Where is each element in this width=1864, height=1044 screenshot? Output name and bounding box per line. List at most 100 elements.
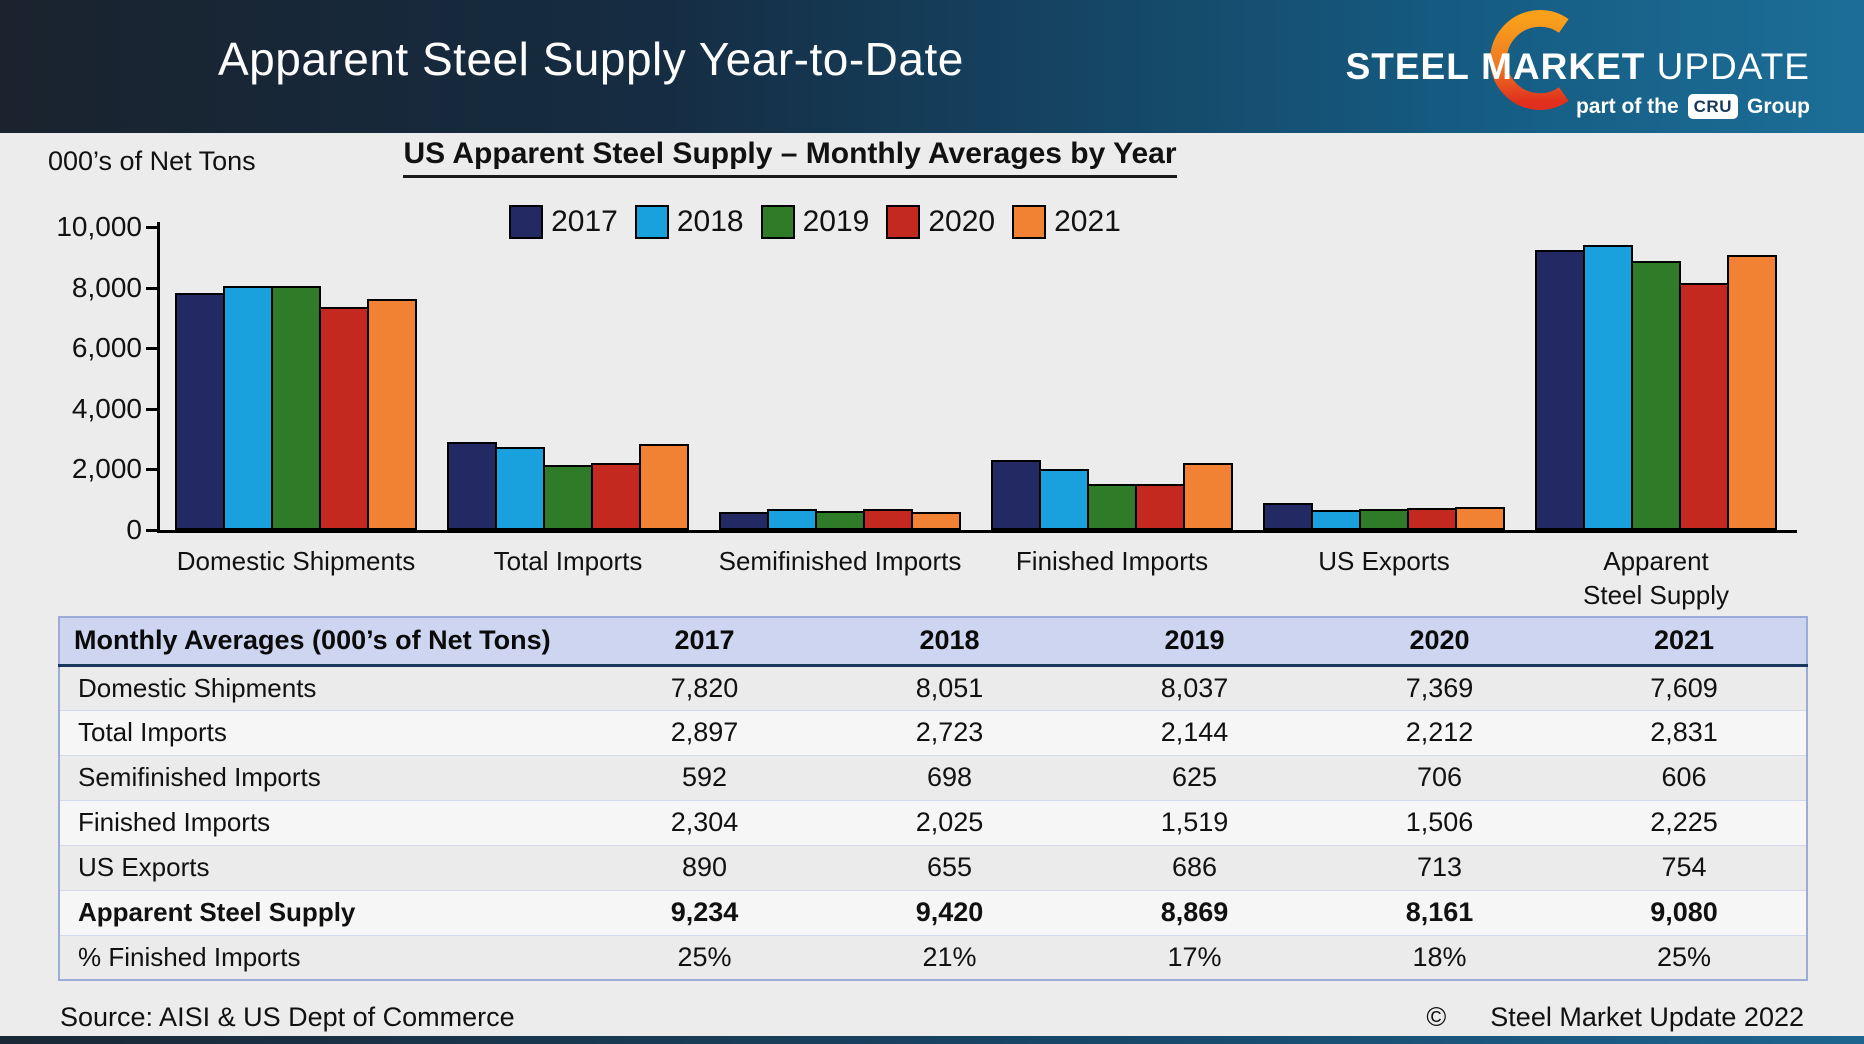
legend-label: 2021 — [1054, 205, 1121, 238]
tagline-suffix: Group — [1747, 94, 1810, 118]
x-axis-category-label: Total Imports — [493, 546, 643, 576]
bar-2019 — [1359, 509, 1409, 530]
x-axis-labels: Domestic Shipments Total Imports Semifinis… — [160, 544, 1792, 612]
table-header: Monthly Averages (000’s of Net Tons) 2017… — [59, 617, 1807, 665]
row-label: Semifinished Imports — [78, 762, 321, 792]
row-value: 9,420 — [915, 897, 984, 927]
y-tick-mark — [146, 468, 157, 472]
bar-2017 — [1263, 503, 1313, 530]
x-axis-category-label: US Exports — [1318, 546, 1450, 576]
y-tick-mark — [146, 286, 157, 290]
legend-item: 2020 — [886, 205, 995, 239]
row-value: 2,304 — [670, 807, 739, 837]
y-tick-mark — [146, 226, 157, 229]
cru-badge: CRU — [1687, 94, 1738, 119]
row-label: US Exports — [78, 852, 210, 882]
x-axis-category-label: Finished Imports — [1015, 546, 1209, 576]
footer: Source: AISI & US Dept of Commerce © Ste… — [60, 1002, 1804, 1033]
bar-2020 — [1135, 484, 1185, 530]
legend-item: 2017 — [509, 205, 618, 239]
logo-market: MARKET — [1481, 46, 1646, 87]
legend-swatch-icon — [634, 205, 669, 239]
row-label: % Finished Imports — [78, 941, 301, 972]
y-tick-label: 6,000 — [71, 332, 142, 364]
row-value: 8,161 — [1405, 897, 1474, 927]
bar-2017 — [447, 442, 497, 530]
y-tick-label: 4,000 — [71, 392, 142, 424]
row-value: 21% — [922, 941, 977, 972]
x-axis-category-label: Apparent Steel Supply — [1583, 546, 1729, 610]
legend-item: 2021 — [1012, 205, 1121, 239]
row-value: 7,820 — [670, 672, 739, 703]
y-tick-label: 8,000 — [71, 271, 142, 303]
bar-2021 — [1183, 463, 1233, 530]
bar-plot — [160, 227, 1792, 530]
row-value: 2,831 — [1650, 717, 1718, 747]
y-axis-line — [157, 222, 160, 533]
row-value: 25% — [1656, 941, 1712, 972]
row-value: 754 — [1661, 852, 1707, 882]
row-value: 592 — [681, 762, 728, 792]
bar-2020 — [1679, 283, 1729, 530]
bar-2017 — [991, 460, 1041, 530]
bar-2018 — [1039, 469, 1089, 530]
logo-tagline: part of the CRU Group — [1576, 94, 1810, 119]
row-value: 9,234 — [670, 897, 739, 927]
row-value: 2,723 — [915, 717, 984, 747]
legend-label: 2020 — [928, 205, 996, 238]
bar-group — [976, 227, 1248, 530]
row-value: 2,025 — [915, 807, 984, 837]
table-row: US Exports 890 655 686 713 754 — [59, 845, 1807, 890]
row-label: Total Imports — [78, 717, 227, 747]
header-banner: Apparent Steel Supply Year-to-Date STEEL… — [0, 0, 1864, 133]
row-value: 18% — [1412, 941, 1467, 972]
row-value: 25% — [677, 941, 732, 972]
row-value: 7,369 — [1405, 672, 1474, 703]
table-row: % Finished Imports 25% 21% 17% 18% 25% — [59, 935, 1807, 980]
bar-2021 — [1455, 507, 1505, 530]
chart-title: US Apparent Steel Supply – Monthly Avera… — [0, 137, 1580, 178]
bar-2019 — [1087, 484, 1137, 530]
source-note: Source: AISI & US Dept of Commerce — [60, 1002, 515, 1032]
bar-2018 — [767, 509, 817, 530]
bar-2021 — [639, 444, 689, 530]
table-header-year: 2017 — [674, 625, 735, 656]
legend-item: 2019 — [760, 205, 870, 239]
row-value: 17% — [1167, 941, 1222, 972]
row-value: 2,897 — [670, 717, 739, 747]
row-value: 890 — [681, 852, 728, 882]
legend-label: 2019 — [802, 205, 870, 238]
y-tick-label: 0 — [126, 514, 142, 545]
row-value: 625 — [1171, 762, 1218, 792]
row-value: 606 — [1661, 762, 1707, 792]
bar-group — [704, 227, 976, 530]
row-value: 8,051 — [915, 672, 984, 703]
logo-wordmark: STEEL MARKET UPDATE — [1346, 46, 1810, 88]
table-header-label: Monthly Averages (000’s of Net Tons) — [74, 625, 551, 656]
legend-label: 2017 — [551, 205, 618, 238]
legend-swatch-icon — [886, 205, 921, 239]
row-label: Finished Imports — [78, 807, 271, 837]
x-axis-category-label: Domestic Shipments — [176, 546, 416, 576]
page-title: Apparent Steel Supply Year-to-Date — [218, 33, 964, 85]
x-axis-category-label: Semifinished Imports — [718, 546, 962, 576]
bar-2017 — [175, 293, 225, 530]
y-tick-mark — [146, 407, 157, 411]
bar-2019 — [543, 465, 593, 530]
y-tick-mark — [146, 529, 157, 532]
bar-group — [432, 227, 704, 530]
y-tick-label: 10,000 — [56, 211, 142, 242]
row-value: 686 — [1171, 852, 1218, 882]
copyright-text: Steel Market Update 2022 — [1490, 1002, 1804, 1032]
x-axis-line — [157, 530, 1797, 533]
y-tick-label: 2,000 — [71, 453, 142, 485]
bar-2017 — [1535, 250, 1585, 530]
data-table: Monthly Averages (000’s of Net Tons) 2017… — [58, 616, 1808, 981]
bar-2019 — [815, 511, 865, 530]
row-value: 713 — [1416, 852, 1463, 882]
legend-swatch-icon — [1012, 205, 1047, 239]
legend-swatch-icon — [760, 205, 795, 239]
table-header-year: 2021 — [1653, 625, 1715, 656]
row-value: 1,519 — [1160, 807, 1229, 837]
